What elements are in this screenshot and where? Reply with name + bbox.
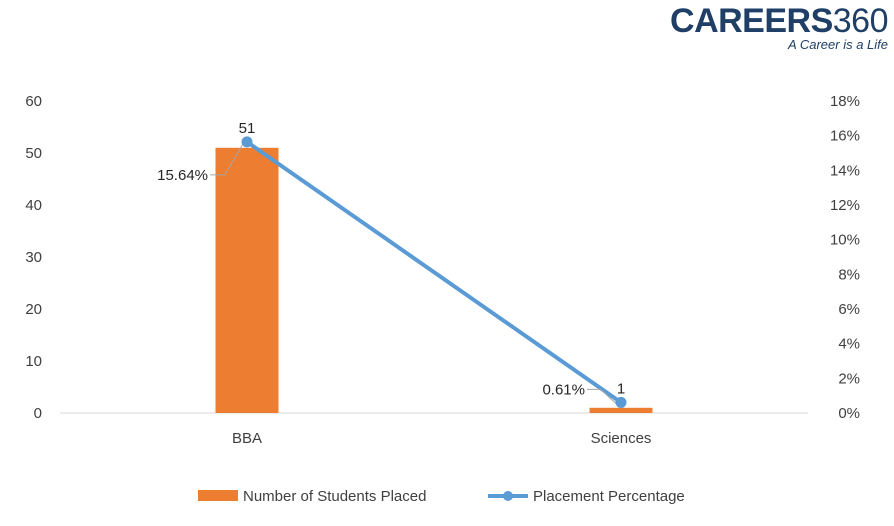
y-right-tick-label: 4% bbox=[838, 336, 860, 353]
y-right-tick-label: 2% bbox=[838, 370, 860, 387]
y-right-tick-label: 0% bbox=[838, 405, 860, 422]
data-label-leader bbox=[210, 143, 244, 176]
y-right-tick-label: 12% bbox=[830, 197, 860, 214]
x-tick-label: Sciences bbox=[591, 430, 652, 447]
y-left-tick-label: 30 bbox=[25, 249, 42, 266]
legend-swatch-marker bbox=[503, 491, 513, 501]
x-tick-label: BBA bbox=[232, 430, 262, 447]
y-left-tick-label: 20 bbox=[25, 301, 42, 318]
y-left-tick-label: 10 bbox=[25, 353, 42, 370]
data-label-leader bbox=[587, 388, 618, 405]
y-left-tick-label: 50 bbox=[25, 145, 42, 162]
bar bbox=[215, 147, 279, 414]
y-right-tick-label: 16% bbox=[830, 128, 860, 145]
y-left-tick-label: 40 bbox=[25, 197, 42, 214]
y-left-tick-label: 60 bbox=[25, 93, 42, 110]
logo-tagline: A Career is a Life bbox=[788, 37, 888, 52]
y-right-tick-label: 10% bbox=[830, 232, 860, 249]
line-data-label: 0.61% bbox=[542, 381, 585, 398]
y-right-tick-label: 6% bbox=[838, 301, 860, 318]
line-data-label: 15.64% bbox=[157, 167, 208, 184]
y-right-tick-label: 18% bbox=[830, 93, 860, 110]
logo-brand-number: 360 bbox=[832, 2, 889, 40]
y-right-tick-label: 14% bbox=[830, 162, 860, 179]
placement-line bbox=[245, 139, 623, 405]
legend-label: Number of Students Placed bbox=[243, 488, 426, 505]
y-left-tick-label: 0 bbox=[34, 405, 42, 422]
careers360-logo: CAREERS360 A Career is a Life bbox=[670, 4, 888, 52]
logo-brand-text: CAREERS bbox=[670, 2, 833, 40]
bar-data-label: 1 bbox=[617, 380, 625, 397]
bar bbox=[589, 407, 653, 413]
y-right-tick-label: 8% bbox=[838, 266, 860, 283]
legend-label: Placement Percentage bbox=[533, 488, 685, 505]
legend-swatch-bar bbox=[198, 490, 238, 501]
logo-wordmark: CAREERS360 bbox=[670, 4, 888, 38]
line-point bbox=[241, 136, 253, 148]
line-point bbox=[615, 396, 627, 408]
bar-data-label: 51 bbox=[239, 120, 256, 137]
